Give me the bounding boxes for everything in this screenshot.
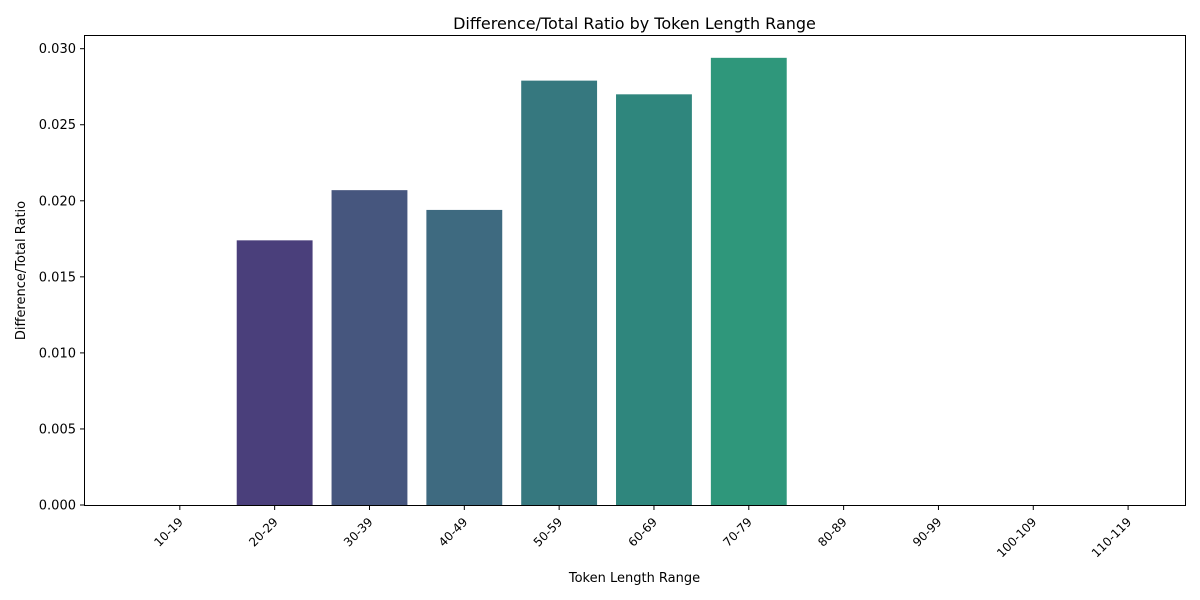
y-tick-label: 0.005 — [39, 422, 76, 437]
bar-70-79 — [710, 57, 787, 505]
bar-40-49 — [426, 209, 503, 506]
y-tick-label: 0.020 — [39, 194, 76, 209]
y-tick-label: 0.030 — [39, 42, 76, 57]
x-tick-label: 30-39 — [341, 515, 376, 550]
bar-30-39 — [331, 190, 408, 505]
plot-frame — [84, 35, 1186, 506]
x-tick-label: 10-19 — [151, 515, 186, 550]
y-axis-label: Difference/Total Ratio — [14, 201, 29, 340]
bar-60-69 — [616, 94, 692, 505]
y-tick-label: 0.000 — [39, 499, 76, 514]
x-axis: 10-19 20-29 30-39 40-49 50-59 60-69 70-79 80-89… — [151, 505, 1134, 560]
x-tick-label: 80-89 — [815, 515, 850, 550]
bar-20-29 — [236, 240, 313, 505]
x-tick-label: 60-69 — [626, 515, 661, 550]
y-tick-label: 0.010 — [39, 346, 76, 361]
x-axis-label: Token Length Range — [568, 571, 700, 586]
y-tick-label: 0.025 — [39, 118, 76, 133]
x-tick-label: 50-59 — [531, 515, 566, 550]
x-tick-label: 40-49 — [436, 515, 471, 550]
x-tick-label: 20-29 — [246, 515, 281, 550]
chart-title: Difference/Total Ratio by Token Length R… — [453, 14, 816, 33]
y-axis: 0.000 0.005 0.010 0.015 0.020 0.025 0.030 — [39, 42, 85, 514]
bar-50-59 — [521, 80, 598, 505]
bars-group — [236, 57, 787, 506]
x-tick-label: 70-79 — [720, 515, 755, 550]
x-tick-label: 100-109 — [994, 515, 1039, 560]
y-tick-label: 0.015 — [39, 270, 76, 285]
x-tick-label: 90-99 — [910, 515, 945, 550]
x-tick-label: 110-119 — [1089, 515, 1134, 560]
